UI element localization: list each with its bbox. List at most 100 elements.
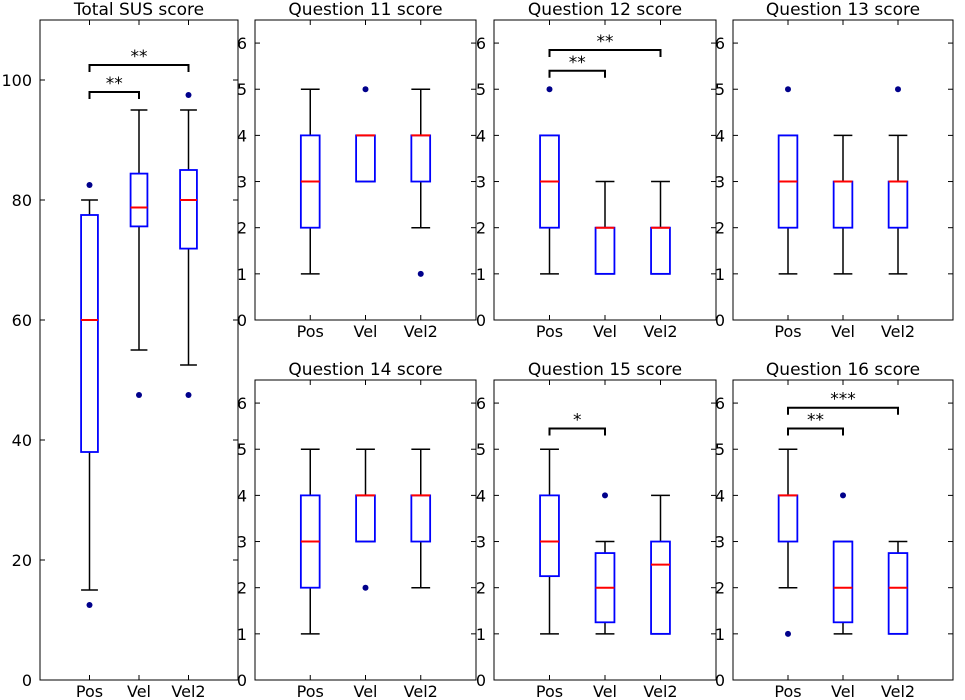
significance-bracket: * xyxy=(548,410,606,436)
chart-panel-1: Total SUS score 0 20 40 60 80 100 Pos Vel Vel2 ** *… xyxy=(1,0,239,700)
box-vel xyxy=(355,86,376,183)
y-tick-label: 6 xyxy=(715,394,725,413)
y-tick-label: 6 xyxy=(476,34,486,53)
x-tick-label: Vel2 xyxy=(404,322,438,341)
chart-title: Question 11 score xyxy=(288,0,442,20)
box-pos xyxy=(539,86,560,275)
x-tick-label: Pos xyxy=(297,682,324,700)
bracket-line xyxy=(88,91,140,99)
y-tick-label: 60 xyxy=(12,311,32,330)
y-tick-label: 1 xyxy=(715,265,725,284)
box-pos xyxy=(299,88,321,275)
y-tick-label: 6 xyxy=(476,394,486,413)
y-tick-label: 3 xyxy=(715,533,725,552)
bracket-line xyxy=(548,49,662,57)
x-tick-label: Vel xyxy=(593,682,617,700)
iqr-box xyxy=(129,172,149,228)
significance-label: ** xyxy=(597,32,614,52)
box-vel2 xyxy=(179,92,198,398)
outlier-point xyxy=(840,492,846,499)
y-tick-label: 4 xyxy=(715,486,725,505)
y-tick-label: 1 xyxy=(476,265,486,284)
y-tick-label: 0 xyxy=(22,671,32,690)
box-vel2 xyxy=(887,540,909,635)
y-tick-label: 4 xyxy=(476,126,486,145)
iqr-box xyxy=(539,494,560,578)
y-tick-label: 5 xyxy=(237,440,247,459)
significance-label: ** xyxy=(569,53,586,73)
y-tick-label: 1 xyxy=(715,625,725,644)
y-tick-label: 5 xyxy=(715,440,725,459)
iqr-box xyxy=(887,180,909,229)
box-vel xyxy=(832,492,854,635)
x-tick-label: Pos xyxy=(774,322,801,341)
x-tick-label: Pos xyxy=(774,682,801,700)
y-tick-label: 5 xyxy=(237,80,247,99)
y-tick-label: 6 xyxy=(237,394,247,413)
y-tick-label: 2 xyxy=(237,219,247,238)
x-tick-label: Vel xyxy=(354,682,378,700)
outlier-point xyxy=(185,392,192,398)
outlier-point xyxy=(785,86,791,93)
x-tick-label: Vel xyxy=(593,322,617,341)
iqr-box xyxy=(777,494,799,543)
y-tick-label: 5 xyxy=(715,80,725,99)
y-tick-label: 3 xyxy=(476,173,486,192)
chart-title: Question 12 score xyxy=(528,0,682,20)
iqr-box xyxy=(594,226,616,275)
chart-panel-4: Question 13 score 0 1 2 3 4 5 6 Pos Vel Vel2 xyxy=(715,0,954,341)
chart-title: Question 14 score xyxy=(288,360,442,380)
significance-bracket: ** xyxy=(787,410,844,436)
y-tick-label: 0 xyxy=(715,671,725,690)
outlier-point xyxy=(185,92,192,98)
iqr-box xyxy=(832,180,854,229)
plot-frame xyxy=(493,379,717,681)
box-vel2 xyxy=(410,88,432,277)
chart-panel-3: Question 12 score 0 1 2 3 4 5 6 Pos Vel Vel2 ** ** xyxy=(476,0,717,341)
y-tick-label: 0 xyxy=(476,311,486,330)
x-tick-label: Vel xyxy=(831,682,855,700)
y-tick-label: 4 xyxy=(476,486,486,505)
iqr-box xyxy=(80,214,99,453)
chart-panel-6: Question 15 score 0 1 2 3 4 5 6 Pos Vel Vel2 * xyxy=(476,360,717,700)
bracket-line xyxy=(787,406,899,415)
box-pos xyxy=(777,86,799,275)
y-tick-label: 4 xyxy=(237,486,247,505)
iqr-box xyxy=(887,552,909,635)
y-tick-label: 1 xyxy=(237,625,247,644)
x-tick-label: Pos xyxy=(297,322,324,341)
bracket-line xyxy=(548,427,606,436)
y-tick-label: 2 xyxy=(715,219,725,238)
y-tick-label: 3 xyxy=(237,533,247,552)
outlier-point xyxy=(785,630,791,637)
y-tick-label: 6 xyxy=(715,34,725,53)
bracket-line xyxy=(787,427,844,436)
plot-frame xyxy=(732,379,954,681)
y-tick-label: 4 xyxy=(715,126,725,145)
y-tick-label: 2 xyxy=(237,579,247,598)
significance-bracket: ** xyxy=(548,32,662,57)
significance-label: *** xyxy=(830,390,856,410)
chart-panel-5: Question 14 score 0 1 2 3 4 5 6 Pos Vel Vel2 xyxy=(237,360,477,700)
y-tick-label: 0 xyxy=(715,311,725,330)
y-tick-label: 0 xyxy=(476,671,486,690)
plot-frame xyxy=(254,379,477,681)
x-tick-label: Pos xyxy=(76,682,103,700)
box-pos xyxy=(80,182,99,608)
x-tick-label: Vel2 xyxy=(881,322,915,341)
x-tick-label: Pos xyxy=(536,682,563,700)
x-tick-label: Pos xyxy=(536,322,563,341)
y-tick-label: 6 xyxy=(237,34,247,53)
y-tick-label: 3 xyxy=(476,533,486,552)
significance-label: * xyxy=(573,410,582,430)
iqr-box xyxy=(650,226,671,275)
box-vel xyxy=(355,448,376,591)
outlier-point xyxy=(86,602,93,608)
significance-label: ** xyxy=(131,47,148,67)
box-vel2 xyxy=(887,86,909,275)
significance-label: ** xyxy=(807,410,824,430)
y-tick-label: 20 xyxy=(12,551,32,570)
y-tick-label: 1 xyxy=(476,625,486,644)
iqr-box xyxy=(355,494,376,543)
